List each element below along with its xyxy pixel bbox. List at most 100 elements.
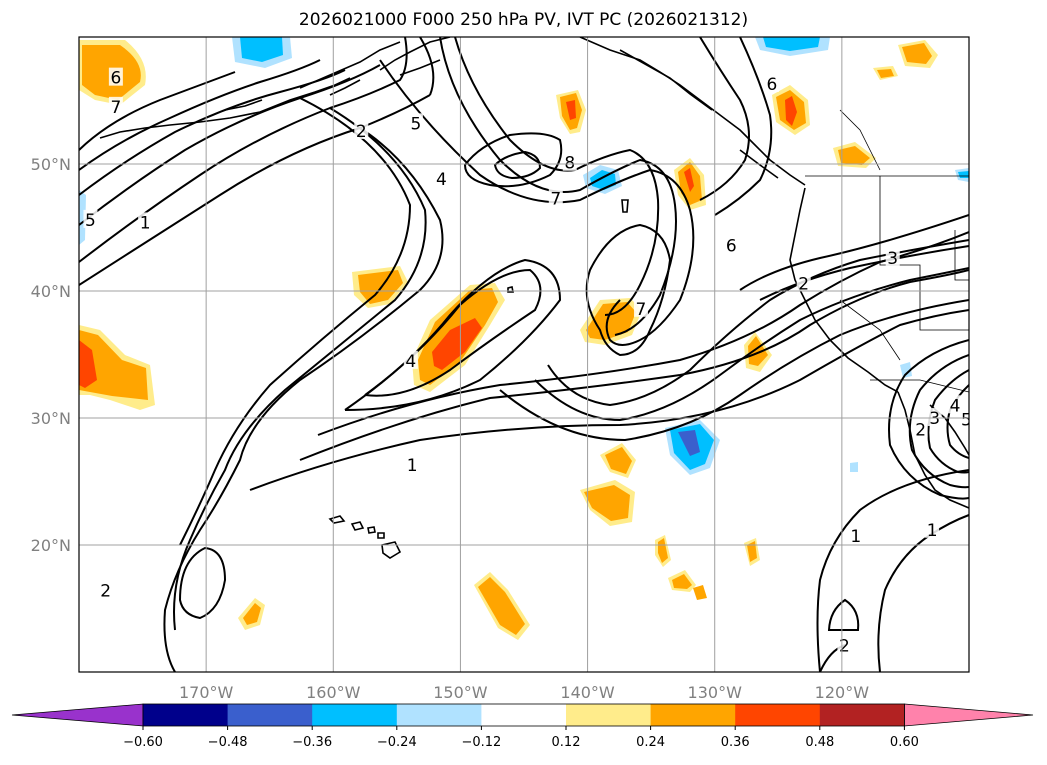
lat-tick-label: 20°N [31, 536, 71, 555]
contour-label: 2 [839, 636, 850, 656]
positive-anomaly-region [79, 340, 97, 388]
contour-label-bg [98, 580, 113, 599]
positive-anomaly-region [838, 146, 870, 165]
colorbar-swatch [735, 704, 821, 726]
contour-label: 1 [927, 521, 938, 541]
contour-label: 7 [110, 98, 121, 118]
political-borders [805, 109, 969, 393]
contour-label: 6 [726, 236, 737, 256]
contour-label-bg [885, 247, 900, 266]
contour-label: 2 [356, 122, 367, 142]
plot-area [79, 37, 969, 672]
negative-anomaly-region [900, 362, 912, 378]
colorbar-swatch [312, 704, 398, 726]
lon-tick-label: 170°W [179, 683, 234, 702]
colorbar-tick-label: 0.12 [552, 735, 581, 750]
colorbar-tick-label: 0.36 [721, 735, 750, 750]
colorbar-swatch [819, 704, 905, 726]
lat-tick-label: 40°N [31, 282, 71, 301]
colorbar-tick-label: −0.36 [292, 735, 332, 750]
lon-tick-label: 140°W [560, 683, 615, 702]
negative-anomaly-region [850, 462, 858, 472]
lat-tick-label: 30°N [31, 409, 71, 428]
colorbar-swatch [566, 704, 652, 726]
contour-label: 3 [929, 409, 940, 429]
contour-label-bg [405, 454, 420, 473]
contour-label-bg [83, 209, 98, 228]
contour-label: 6 [110, 69, 121, 89]
positive-anomaly-region [684, 168, 694, 192]
contour-label: 2 [100, 582, 111, 602]
contour-label: 2 [915, 420, 926, 440]
positive-anomaly-region [672, 574, 692, 589]
colorbar-tick-label: 0.24 [636, 735, 665, 750]
contour-label-bg [354, 120, 369, 139]
colorbar-tick-label: 0.60 [890, 735, 919, 750]
negative-anomaly-region [763, 37, 820, 51]
positive-anomaly-region [566, 100, 576, 120]
lon-axis-labels: 170°W 160°W 150°W 140°W 130°W 120°W [179, 683, 869, 702]
colorbar-swatch [481, 704, 567, 726]
contour-label: 7 [550, 189, 561, 209]
contour-label: 4 [436, 170, 447, 190]
coastlines [99, 37, 969, 559]
map-title: 2026021000 F000 250 hPa PV, IVT PC (2026… [298, 10, 749, 30]
contour-label: 7 [636, 300, 647, 320]
contour-label-bg [434, 169, 449, 188]
contour-label: 1 [407, 456, 418, 476]
contour-label: 5 [85, 211, 96, 231]
contour-label-bg [108, 96, 123, 115]
colorbar-swatch [227, 704, 313, 726]
colorbar-swatch [650, 704, 736, 726]
contour-label: 6 [767, 75, 778, 95]
colorbar-swatch [396, 704, 482, 726]
contour-label-bg [848, 526, 863, 545]
colorbar-frame [142, 703, 905, 727]
contour-label: 1 [140, 213, 151, 233]
lat-axis-labels: 20°N 30°N 40°N 50°N [31, 155, 71, 555]
contour-label-bg [408, 113, 423, 132]
lat-tick-label: 50°N [31, 155, 71, 174]
positive-anomaly-region [605, 447, 632, 474]
contour-label-bg [837, 635, 852, 654]
ivt-contours [79, 37, 969, 672]
colorbar-tick-label: −0.48 [208, 735, 248, 750]
contour-label-bg [724, 235, 739, 254]
colorbar-tick-label: −0.12 [461, 735, 501, 750]
contour-label-bg [138, 212, 153, 231]
contour-label-bg [764, 73, 779, 92]
lon-tick-label: 150°W [433, 683, 488, 702]
negative-anomaly-region [240, 37, 283, 62]
colorbar-extend-min [11, 703, 144, 727]
positive-anomaly-region [785, 96, 797, 126]
contour-label-bg [913, 419, 928, 438]
positive-anomaly-region [747, 541, 757, 562]
contour-label-bg [796, 273, 811, 292]
contour-label: 4 [405, 352, 416, 372]
positive-anomaly-region [478, 577, 525, 635]
colorbar: −0.60 −0.48 −0.36 −0.24 −0.12 0.12 0.24 0.36 0.4… [11, 703, 1034, 750]
lon-tick-label: 130°W [688, 683, 743, 702]
positive-anomaly-region [877, 69, 894, 78]
contour-label-bg [633, 298, 648, 317]
contour-label-bg [108, 67, 123, 86]
contour-label: 2 [798, 274, 809, 294]
contour-label: 5 [411, 114, 422, 134]
colorbar-swatch [143, 704, 229, 726]
negative-anomaly-region [678, 430, 700, 456]
positive-anomaly-region [902, 43, 932, 64]
positive-anomaly-region [79, 330, 148, 400]
positive-anomaly-region [586, 302, 636, 340]
lon-tick-label: 160°W [306, 683, 361, 702]
positive-anomaly-region [584, 485, 630, 521]
contour-label: 1 [850, 527, 861, 547]
gridlines [79, 37, 969, 672]
colorbar-tick-label: −0.24 [377, 735, 417, 750]
positive-anomaly-region [693, 585, 707, 600]
contour-label-bg [948, 395, 963, 414]
positive-anomaly-region [748, 336, 768, 366]
plot-frame [78, 36, 970, 673]
contour-label-bg [927, 408, 942, 426]
